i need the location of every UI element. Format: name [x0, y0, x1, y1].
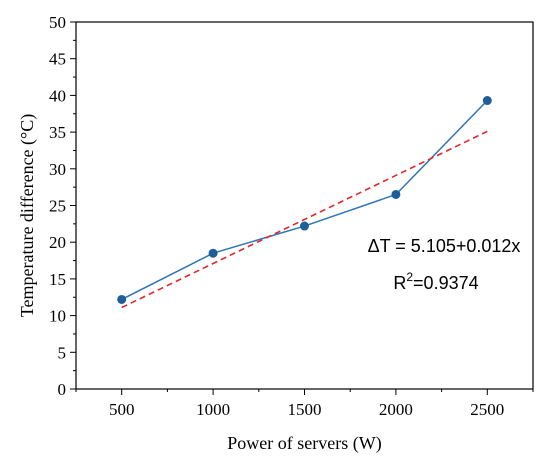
x-tick-label: 1000: [196, 400, 230, 419]
r-squared-superscript: 2: [406, 270, 413, 284]
y-tick-label: 10: [49, 307, 66, 326]
y-tick-label: 40: [49, 86, 66, 105]
x-tick-label: 1500: [288, 400, 322, 419]
r-squared-prefix: R: [393, 273, 406, 293]
y-tick-label: 30: [49, 160, 66, 179]
series-layer: [117, 96, 492, 309]
y-tick-label: 20: [49, 233, 66, 252]
y-tick-label: 15: [49, 270, 66, 289]
fit-equation-label: ΔT = 5.105+0.012x: [368, 236, 521, 256]
y-tick-label: 0: [58, 380, 67, 399]
r-squared-label: R2=0.9374: [393, 270, 478, 293]
y-axis-title: Temperature difference (°C): [17, 114, 38, 318]
x-axis-title: Power of servers (W): [227, 433, 381, 454]
y-tick-label: 45: [49, 50, 66, 69]
data-line: [121, 100, 488, 301]
data-point: [117, 294, 127, 304]
x-tick-label: 2000: [379, 400, 413, 419]
x-axis-ticks: 500 1000 1500 2000 2500: [75, 389, 534, 419]
r-squared-value: =0.9374: [413, 273, 479, 293]
y-tick-label: 5: [58, 343, 67, 362]
plot-frame: [75, 21, 534, 390]
y-axis-ticks: 0 5 10 15 20 25 30 35 40 45 50: [49, 13, 76, 399]
x-tick-label: 500: [109, 400, 135, 419]
data-point: [300, 221, 309, 231]
y-tick-label: 50: [49, 13, 66, 32]
y-tick-label: 25: [49, 197, 66, 216]
fit-line: [121, 130, 488, 309]
data-point: [482, 96, 492, 106]
data-point: [391, 189, 401, 199]
data-point: [208, 248, 218, 258]
x-tick-label: 2500: [470, 400, 504, 419]
plot-border: [75, 21, 534, 390]
y-tick-label: 35: [49, 123, 66, 142]
